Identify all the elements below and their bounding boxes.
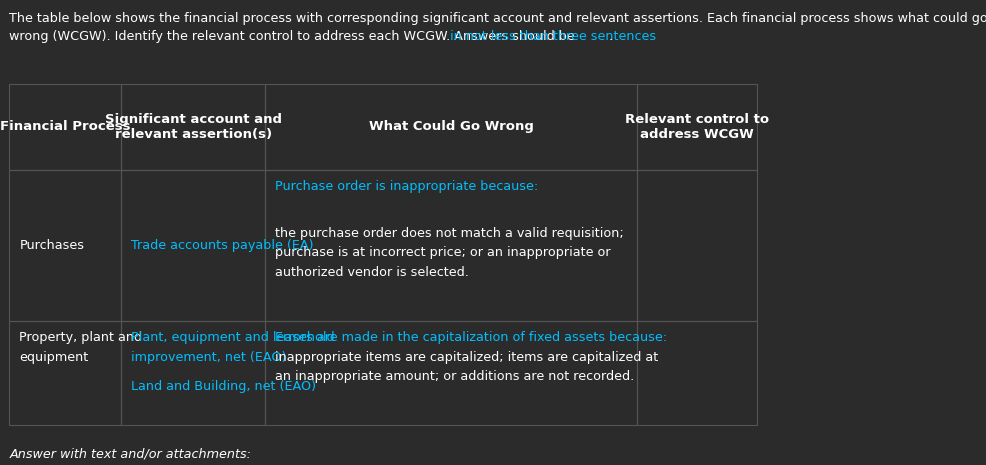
Bar [10,84,120,170]
Text: authorized vendor is selected.: authorized vendor is selected. [275,266,469,279]
Text: Property, plant and: Property, plant and [20,331,142,344]
Bar [120,170,265,321]
Bar [637,170,757,321]
Text: equipment: equipment [20,351,89,364]
Bar [265,84,637,170]
Text: Relevant control to
address WCGW: Relevant control to address WCGW [625,113,769,141]
Bar [265,321,637,425]
Text: Trade accounts payable (EA): Trade accounts payable (EA) [130,239,314,252]
Text: the purchase order does not match a valid requisition;: the purchase order does not match a vali… [275,227,624,240]
Text: The table below shows the financial process with corresponding significant accou: The table below shows the financial proc… [10,12,986,25]
Bar [637,84,757,170]
Text: Significant account and
relevant assertion(s): Significant account and relevant asserti… [105,113,282,141]
Text: Land and Building, net (EAO): Land and Building, net (EAO) [130,380,316,393]
Bar [120,84,265,170]
Text: Errors are made in the capitalization of fixed assets because:: Errors are made in the capitalization of… [275,331,668,344]
Text: Answer with text and/or attachments:: Answer with text and/or attachments: [10,447,251,460]
Text: inappropriate items are capitalized; items are capitalized at: inappropriate items are capitalized; ite… [275,351,659,364]
Bar [637,321,757,425]
Text: Purchase order is inappropriate because:: Purchase order is inappropriate because: [275,180,538,193]
Bar [120,321,265,425]
Bar [10,321,120,425]
Text: in not less than three sentences: in not less than three sentences [450,30,656,43]
Text: an inappropriate amount; or additions are not recorded.: an inappropriate amount; or additions ar… [275,370,635,383]
Text: purchase is at incorrect price; or an inappropriate or: purchase is at incorrect price; or an in… [275,246,611,259]
Text: wrong (WCGW). Identify the relevant control to address each WCGW. Answers should: wrong (WCGW). Identify the relevant cont… [10,30,579,43]
Bar [10,170,120,321]
Text: improvement, net (EAO): improvement, net (EAO) [130,351,286,364]
Bar [265,170,637,321]
Text: Plant, equipment and leasehold: Plant, equipment and leasehold [130,331,334,344]
Text: What Could Go Wrong: What Could Go Wrong [369,120,533,133]
Text: Purchases: Purchases [20,239,85,252]
Text: .: . [609,30,613,43]
Text: Financial Process: Financial Process [0,120,130,133]
